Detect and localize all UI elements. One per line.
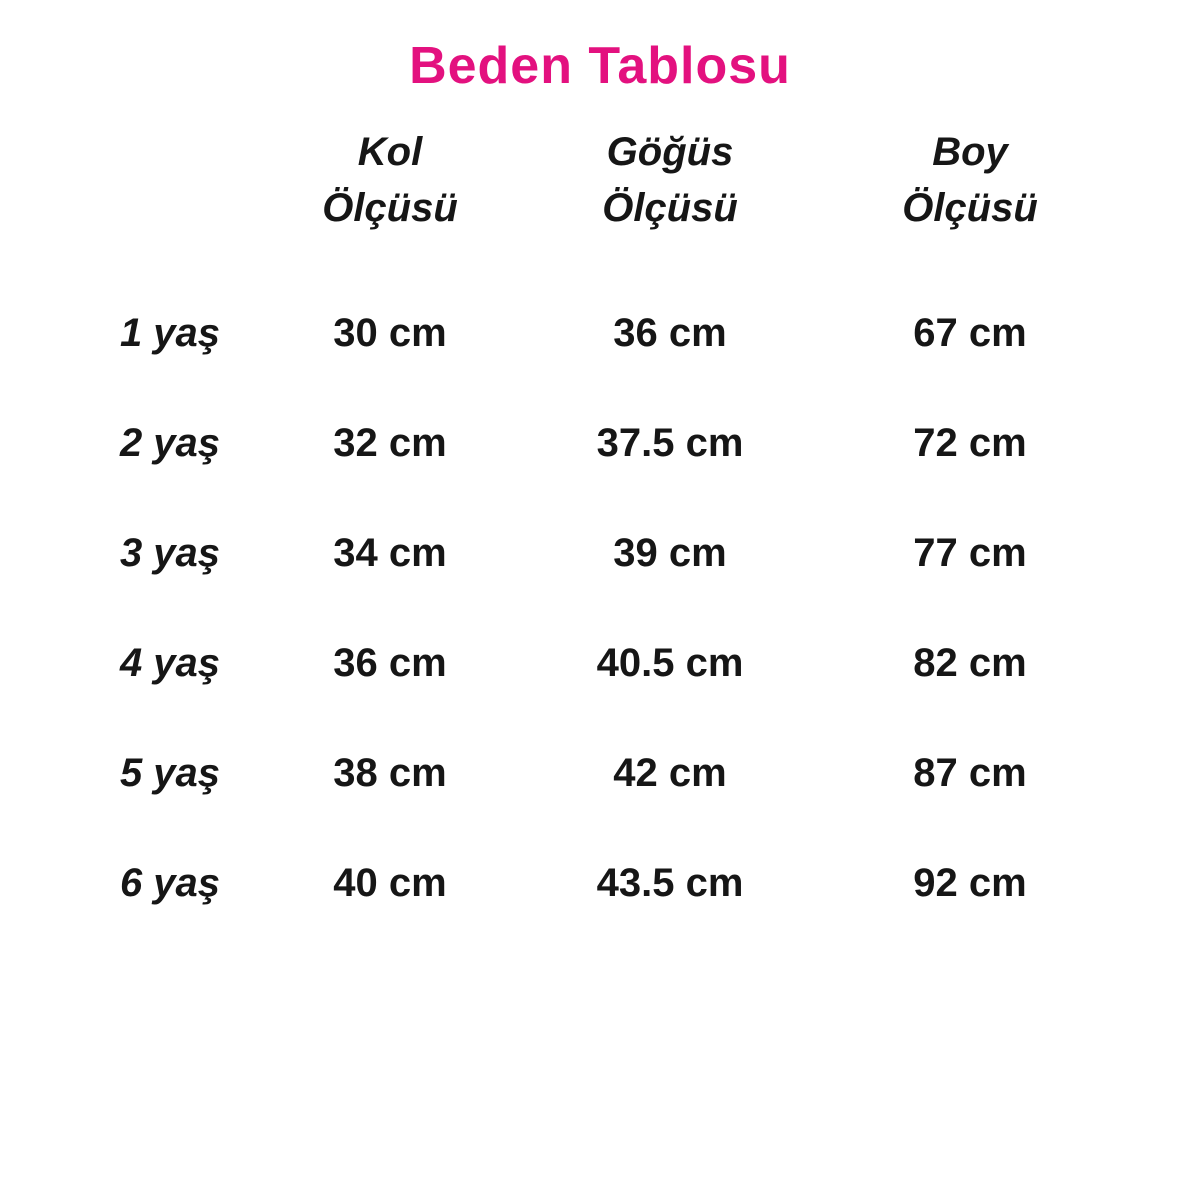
- row-label-age-6: 6 yaş: [119, 860, 221, 905]
- kol-value-age-5: 38 cm: [333, 750, 447, 795]
- row-label-age-4: 4 yaş: [119, 640, 221, 685]
- column-header-kol: Kol Ölçüsü: [260, 124, 520, 236]
- gogus-value-age-6: 43.5 cm: [596, 860, 744, 905]
- row-label-age-2: 2 yaş: [119, 420, 221, 465]
- kol-value-age-2: 32 cm: [333, 420, 447, 465]
- column-header-kol-line2: Ölçüsü: [322, 186, 458, 230]
- gogus-value-age-3: 39 cm: [613, 530, 727, 575]
- boy-value-age-5: 87 cm: [913, 750, 1027, 795]
- gogus-value-age-1: 36 cm: [613, 310, 727, 355]
- column-header-boy-line2: Ölçüsü: [902, 186, 1038, 230]
- boy-value-age-3: 77 cm: [913, 530, 1027, 575]
- boy-value-age-1: 67 cm: [913, 310, 1027, 355]
- gogus-value-age-2: 37.5 cm: [596, 420, 744, 465]
- row-label-age-5: 5 yaş: [119, 750, 221, 795]
- row-label-age-3: 3 yaş: [119, 530, 221, 575]
- page-title: Beden Tablosu: [409, 37, 791, 95]
- boy-value-age-4: 82 cm: [913, 640, 1027, 685]
- row-label-age-1: 1 yaş: [119, 310, 221, 355]
- kol-value-age-4: 36 cm: [333, 640, 447, 685]
- boy-value-age-6: 92 cm: [913, 860, 1027, 905]
- column-header-gogus-line1: Göğüs: [606, 130, 734, 174]
- column-header-gogus-line2: Ölçüsü: [602, 186, 738, 230]
- size-table-body: 1 yaş 30 cm 36 cm 67 cm 2 yaş 32 cm 37.5…: [80, 278, 1200, 938]
- boy-value-age-2: 72 cm: [913, 420, 1027, 465]
- gogus-value-age-4: 40.5 cm: [596, 640, 744, 685]
- kol-value-age-6: 40 cm: [333, 860, 447, 905]
- header-empty-cell: [80, 124, 260, 236]
- column-header-boy-line1: Boy: [932, 130, 1008, 174]
- kol-value-age-3: 34 cm: [333, 530, 447, 575]
- kol-value-age-1: 30 cm: [333, 310, 447, 355]
- column-header-boy: Boy Ölçüsü: [820, 124, 1120, 236]
- column-header-gogus: Göğüs Ölçüsü: [520, 124, 820, 236]
- column-header-kol-line1: Kol: [357, 130, 423, 174]
- gogus-value-age-5: 42 cm: [613, 750, 727, 795]
- size-table-header: Kol Ölçüsü Göğüs Ölçüsü Boy Ölçüsü: [80, 124, 1200, 236]
